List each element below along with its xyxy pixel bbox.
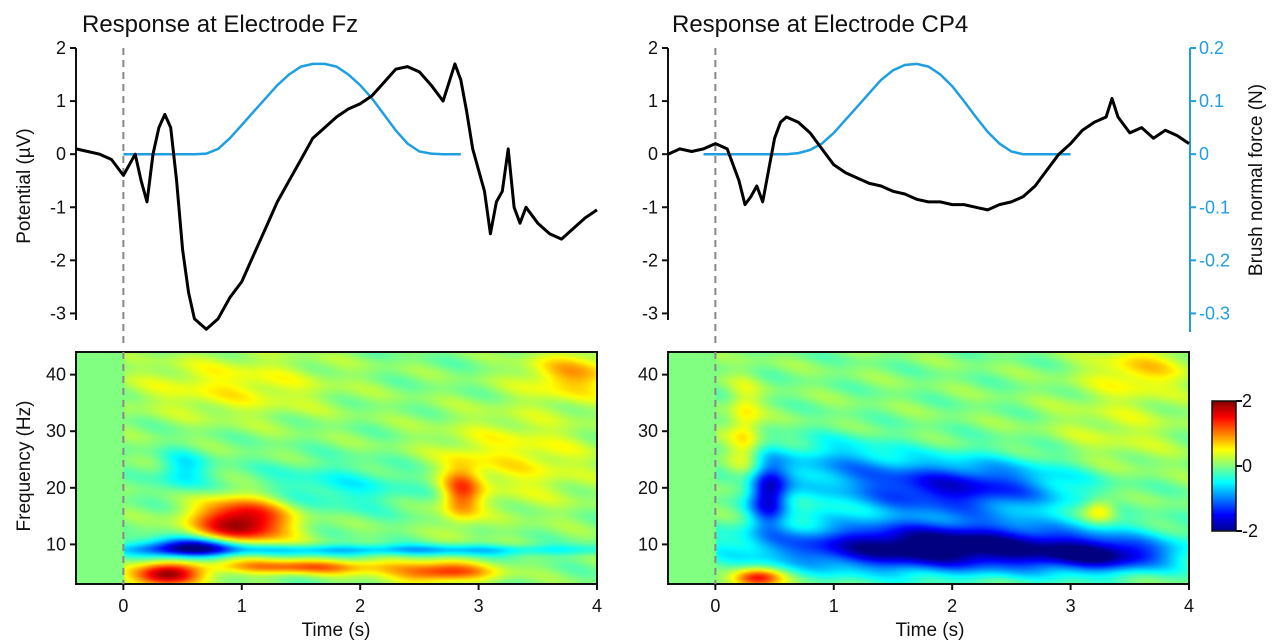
power-heatmap [668,352,1189,584]
x-axis-label: Time (s) [302,620,371,641]
time-frequency-map-cp4: 0 1 2 3 4 40 30 20 10 Time (s) [638,351,1194,641]
potential-line [667,96,1190,212]
y-tick-label: 30 [638,421,658,441]
y-tick-label: -3 [50,303,66,323]
x-tick-label: 0 [118,596,128,616]
y-tick-label: 0 [648,144,658,164]
force-tick-label: -0.1 [1199,197,1230,217]
erp-plot-cp4: 2 1 0 -1 -2 -3 0.2 0.1 0 -0.1 -0.2 -0.3 Brush norm… [642,38,1267,344]
y-tick-label: 10 [638,534,658,554]
y-tick-label: 2 [56,38,66,58]
time-frequency-map-fz: 0 1 2 3 4 40 30 20 10 Time (s) Frequency (Hz) [14,351,602,641]
force-tick-label: -0.2 [1199,250,1230,270]
y-tick-label: 40 [46,365,66,385]
colorbar-ticks: 2 0 -2 [1236,391,1258,541]
force-tick-label: -0.3 [1199,303,1230,323]
force-axis-label: Brush normal force (N) [1246,84,1267,276]
colorbar-tick-label: 0 [1242,456,1252,476]
colorbar-tick-label: 2 [1242,391,1252,411]
colorbar: 2 0 -2 [1211,391,1258,541]
y-tick-label: -1 [50,197,66,217]
y-tick-label: 2 [648,38,658,58]
panel-title-fz: Response at Electrode Fz [82,11,358,38]
y-tick-label: -2 [642,250,658,270]
y-tick-label: 1 [648,91,658,111]
y-axis-label: Potential (µV) [14,128,35,244]
x-axis-ticks: 0 1 2 3 4 [118,584,602,616]
x-tick-label: 2 [355,596,365,616]
force-y-axis-ticks: 0.2 0.1 0 -0.1 -0.2 -0.3 [1190,38,1230,323]
colorbar-tick-label: -2 [1242,521,1258,541]
y-tick-label: -1 [642,197,658,217]
x-tick-label: 2 [947,596,957,616]
x-tick-label: 4 [1184,596,1194,616]
y-axis-ticks: 2 1 0 -1 -2 -3 [642,38,668,323]
y-tick-label: -3 [642,303,658,323]
colorbar-gradient [1211,400,1237,532]
y-tick-label: -2 [50,250,66,270]
x-axis-label: Time (s) [896,620,965,641]
x-tick-label: 1 [237,596,247,616]
y-tick-label: 30 [46,421,66,441]
force-tick-label: 0.2 [1199,38,1224,58]
y-axis-ticks: 40 30 20 10 [46,365,76,554]
panel-title-cp4: Response at Electrode CP4 [672,11,968,38]
x-tick-label: 0 [710,596,720,616]
y-tick-label: 20 [638,478,658,498]
y-tick-label: 40 [638,365,658,385]
force-tick-label: 0.1 [1199,91,1224,111]
plot-frame [75,351,598,585]
x-axis-ticks: 0 1 2 3 4 [710,584,1194,616]
x-tick-label: 4 [592,596,602,616]
y-axis-ticks: 2 1 0 -1 -2 -3 [50,38,76,323]
x-tick-label: 1 [829,596,839,616]
plot-frame [667,351,1190,585]
power-heatmap [76,352,597,584]
erp-plot-fz: 2 1 0 -1 -2 -3 Potential (µV) [14,38,598,344]
y-tick-label: 1 [56,91,66,111]
force-tick-label: 0 [1199,144,1209,164]
x-tick-label: 3 [474,596,484,616]
brush-force-line [123,62,461,156]
x-tick-label: 3 [1066,596,1076,616]
y-tick-label: 10 [46,534,66,554]
y-axis-label: Frequency (Hz) [14,401,35,532]
potential-line [75,62,598,331]
y-tick-label: 20 [46,478,66,498]
y-tick-label: 0 [56,144,66,164]
brush-force-line [703,62,1071,156]
y-axis-ticks: 40 30 20 10 [638,365,668,554]
